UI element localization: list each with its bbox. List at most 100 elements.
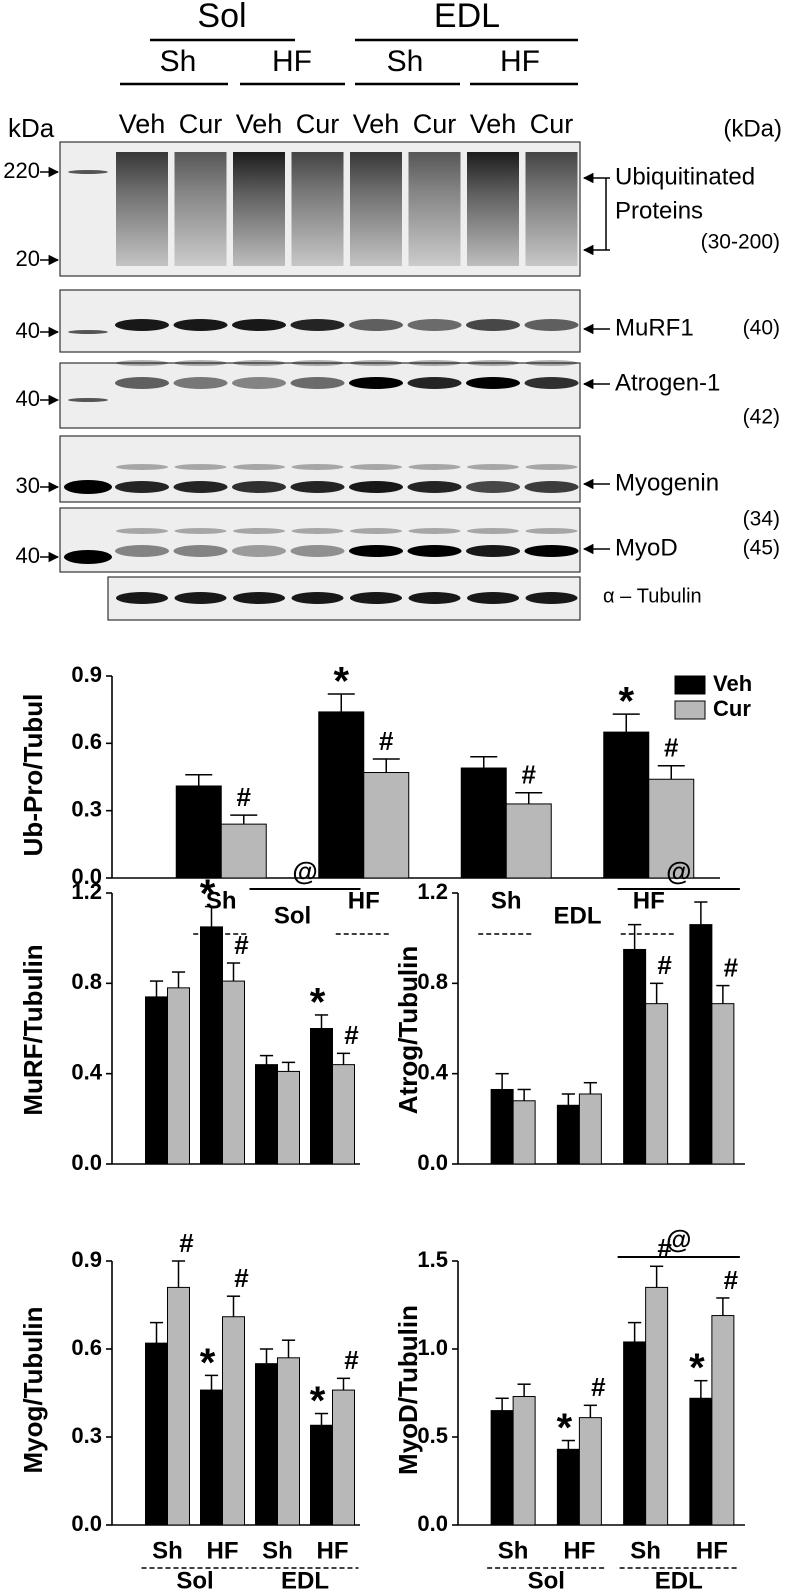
bar [711,1003,735,1165]
marker-label: 40 [16,386,40,411]
blot-band [290,481,345,493]
blot-band [349,481,403,493]
blot-band [115,377,169,389]
blot-smear [525,152,578,266]
ladder-band [68,170,108,174]
kda-label: kDa [8,113,55,143]
blot-band [291,528,344,534]
bar [277,1070,300,1165]
size-label: (40) [743,317,780,340]
bar [645,1286,669,1526]
treatment-label: Veh [353,109,400,139]
blot-smear [350,152,402,266]
blot-band [467,360,519,366]
bar [490,1088,514,1165]
x-tick-label: Sh [630,1537,661,1564]
bar [512,1396,536,1526]
blot-band [290,377,345,389]
significance-mark: * [333,660,349,704]
y-axis-title: Ub-Pro/Tubul [18,694,48,857]
bar [603,731,650,879]
treatment-label: Veh [119,109,166,139]
x-tick-label: HF [563,1537,595,1564]
blot-band [524,545,579,557]
group-label: Sol [274,902,311,929]
blot-band [291,464,344,470]
bar [167,1286,190,1526]
blot-band [407,545,462,557]
blot-smear [467,152,519,266]
significance-mark: # [657,1233,672,1263]
blot-band [467,592,519,604]
size-label: (45) [743,537,780,560]
blot-band [174,528,227,534]
x-tick-label: HF [317,1537,349,1564]
kda-label-right: (kDa) [723,115,782,142]
protein-label: MyoD [615,534,678,561]
bar [623,1341,647,1526]
blot-band [350,360,402,366]
bar [200,926,223,1165]
blot-band [524,481,579,493]
significance-mark: # [522,760,537,790]
bar [689,924,713,1165]
blot-band [290,319,345,331]
x-tick-label: Sh [491,887,522,914]
bracket-label: @ [666,856,691,886]
ladder-band [68,398,108,402]
blot-band [232,545,286,557]
blot-band [233,360,285,366]
protein-label: Proteins [615,197,703,224]
bar [689,1397,713,1526]
blot-band [466,319,520,331]
significance-mark: # [179,1228,194,1258]
blot-band [408,592,461,604]
blot-band [349,319,403,331]
treatment-label: Cur [179,109,223,139]
blot-band [116,592,168,604]
condition-label: HF [500,45,540,78]
y-tick-label: 0.4 [417,1059,448,1084]
y-axis-title: Atrog/Tubulin [393,946,423,1114]
blot-smear [174,152,227,266]
blot-band [232,319,286,331]
marker-label: 20 [16,246,40,271]
y-tick-label: 0.0 [417,1150,448,1175]
blot-smear [116,152,168,266]
blot-band [233,464,285,470]
bar [255,1064,278,1165]
significance-mark: # [344,1020,359,1050]
group-label: Sol [176,1567,213,1594]
loading-control-label: α – Tubulin [603,585,702,607]
blot-band [174,464,227,470]
legend-label: Veh [713,671,752,696]
bar [623,948,647,1165]
bracket-label: @ [666,1224,691,1254]
group-label: Sol [528,1567,565,1594]
y-tick-label: 0.6 [71,1335,102,1360]
blot-band [467,528,519,534]
blot-band [115,319,169,331]
significance-mark: * [618,680,634,724]
x-tick-label: Sh [498,1537,529,1564]
bar [167,987,190,1165]
blot-band [232,377,286,389]
ladder-band [68,330,108,334]
blot-band [525,464,578,470]
bar [460,767,507,879]
tissue-label: Sol [197,0,246,35]
y-tick-label: 0.0 [71,864,102,889]
bar [318,711,365,879]
x-tick-label: HF [207,1537,239,1564]
blot-band [467,464,519,470]
bar [310,1028,333,1165]
bar [220,823,267,879]
significance-mark: * [200,1341,216,1385]
bar [505,803,552,879]
bar [222,1316,245,1526]
blot-band [291,360,344,366]
group-label: EDL [281,1567,329,1594]
